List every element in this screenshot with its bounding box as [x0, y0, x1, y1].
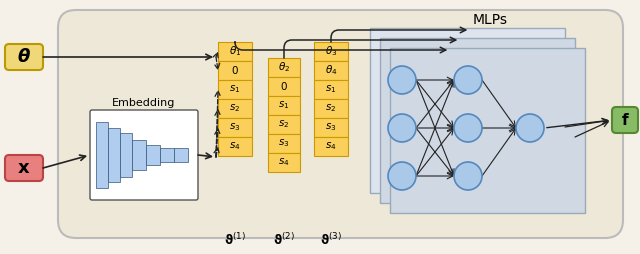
- FancyBboxPatch shape: [218, 137, 252, 156]
- Polygon shape: [160, 148, 174, 162]
- FancyBboxPatch shape: [314, 61, 348, 80]
- Text: $\theta_2$: $\theta_2$: [278, 61, 290, 74]
- Circle shape: [388, 66, 416, 94]
- Text: $\boldsymbol{\vartheta}^{(3)}$: $\boldsymbol{\vartheta}^{(3)}$: [320, 232, 342, 248]
- Polygon shape: [108, 128, 120, 182]
- FancyBboxPatch shape: [314, 118, 348, 137]
- FancyBboxPatch shape: [90, 110, 198, 200]
- Text: $\boldsymbol{\vartheta}^{(2)}$: $\boldsymbol{\vartheta}^{(2)}$: [273, 232, 295, 248]
- Text: $s_4$: $s_4$: [278, 157, 290, 168]
- Text: $\theta_3$: $\theta_3$: [324, 45, 337, 58]
- FancyBboxPatch shape: [218, 118, 252, 137]
- Text: $\mathbf{x}$: $\mathbf{x}$: [17, 159, 31, 177]
- Text: $s_1$: $s_1$: [229, 84, 241, 96]
- Text: $s_4$: $s_4$: [325, 141, 337, 152]
- FancyBboxPatch shape: [268, 77, 300, 96]
- FancyBboxPatch shape: [380, 38, 575, 203]
- FancyBboxPatch shape: [218, 42, 252, 61]
- Text: MLPs: MLPs: [472, 13, 508, 27]
- FancyBboxPatch shape: [314, 137, 348, 156]
- Text: $s_3$: $s_3$: [325, 122, 337, 133]
- Text: $s_3$: $s_3$: [229, 122, 241, 133]
- FancyBboxPatch shape: [314, 42, 348, 61]
- Text: $s_2$: $s_2$: [325, 103, 337, 114]
- Text: $s_1$: $s_1$: [278, 100, 290, 112]
- Text: $0$: $0$: [280, 81, 288, 92]
- Text: $s_2$: $s_2$: [229, 103, 241, 114]
- Text: $\mathbf{f}$: $\mathbf{f}$: [621, 112, 629, 128]
- Text: $\theta_1$: $\theta_1$: [229, 45, 241, 58]
- FancyBboxPatch shape: [268, 96, 300, 115]
- Circle shape: [388, 114, 416, 142]
- FancyBboxPatch shape: [218, 61, 252, 80]
- FancyBboxPatch shape: [612, 107, 638, 133]
- FancyBboxPatch shape: [5, 44, 43, 70]
- Circle shape: [454, 66, 482, 94]
- Text: $\boldsymbol{\theta}$: $\boldsymbol{\theta}$: [17, 48, 31, 66]
- FancyBboxPatch shape: [174, 148, 188, 162]
- FancyBboxPatch shape: [58, 10, 623, 238]
- Polygon shape: [120, 133, 132, 177]
- Text: $\boldsymbol{\vartheta}^{(1)}$: $\boldsymbol{\vartheta}^{(1)}$: [224, 232, 246, 248]
- Circle shape: [516, 114, 544, 142]
- Text: $s_3$: $s_3$: [278, 138, 290, 149]
- FancyBboxPatch shape: [314, 80, 348, 99]
- FancyBboxPatch shape: [218, 80, 252, 99]
- Polygon shape: [132, 140, 146, 170]
- FancyBboxPatch shape: [370, 28, 565, 193]
- FancyBboxPatch shape: [268, 58, 300, 77]
- Text: $s_2$: $s_2$: [278, 119, 290, 130]
- FancyBboxPatch shape: [314, 99, 348, 118]
- FancyBboxPatch shape: [268, 134, 300, 153]
- Polygon shape: [146, 145, 160, 165]
- Text: $0$: $0$: [231, 65, 239, 76]
- FancyBboxPatch shape: [268, 153, 300, 172]
- FancyBboxPatch shape: [218, 99, 252, 118]
- Text: Embedding: Embedding: [112, 98, 176, 108]
- FancyBboxPatch shape: [268, 115, 300, 134]
- Circle shape: [454, 114, 482, 142]
- FancyBboxPatch shape: [390, 48, 585, 213]
- Text: $\theta_4$: $\theta_4$: [324, 64, 337, 77]
- Circle shape: [388, 162, 416, 190]
- Polygon shape: [96, 122, 108, 188]
- FancyBboxPatch shape: [5, 155, 43, 181]
- Text: $s_1$: $s_1$: [325, 84, 337, 96]
- Circle shape: [454, 162, 482, 190]
- Text: $s_4$: $s_4$: [229, 141, 241, 152]
